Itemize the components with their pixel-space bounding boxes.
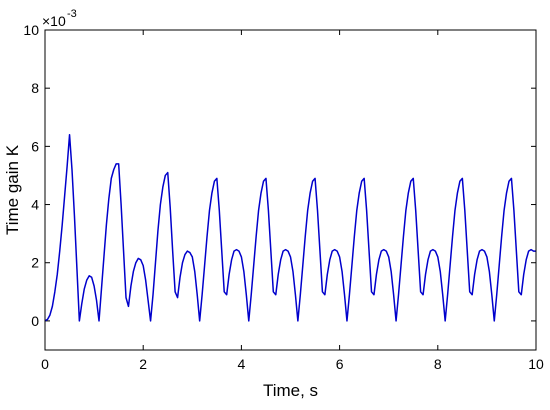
y-exponent-power: -3 (67, 8, 77, 20)
x-tick-label: 0 (41, 356, 49, 372)
series-line (44, 133, 536, 322)
plot-area (44, 133, 536, 322)
x-tick-label: 10 (528, 356, 544, 372)
tick-labels: 0 2 4 6 8 10 0 2 4 6 8 10 (23, 22, 544, 372)
axis-ticks (44, 29, 537, 350)
y-exponent-base: ×10 (42, 13, 66, 29)
x-tick-label: 6 (336, 356, 344, 372)
y-tick-label: 2 (31, 255, 39, 271)
y-tick-label: 6 (31, 138, 39, 154)
x-axis-label: Time, s (263, 381, 318, 400)
y-axis-label: Time gain K (3, 144, 22, 235)
x-tick-label: 2 (139, 356, 147, 372)
y-tick-label: 4 (31, 197, 39, 213)
axes-frame (44, 29, 537, 351)
y-tick-label: 8 (31, 80, 39, 96)
y-tick-label: 0 (31, 313, 39, 329)
x-tick-label: 4 (238, 356, 246, 372)
x-tick-label: 8 (434, 356, 442, 372)
y-tick-label: 10 (23, 22, 39, 38)
